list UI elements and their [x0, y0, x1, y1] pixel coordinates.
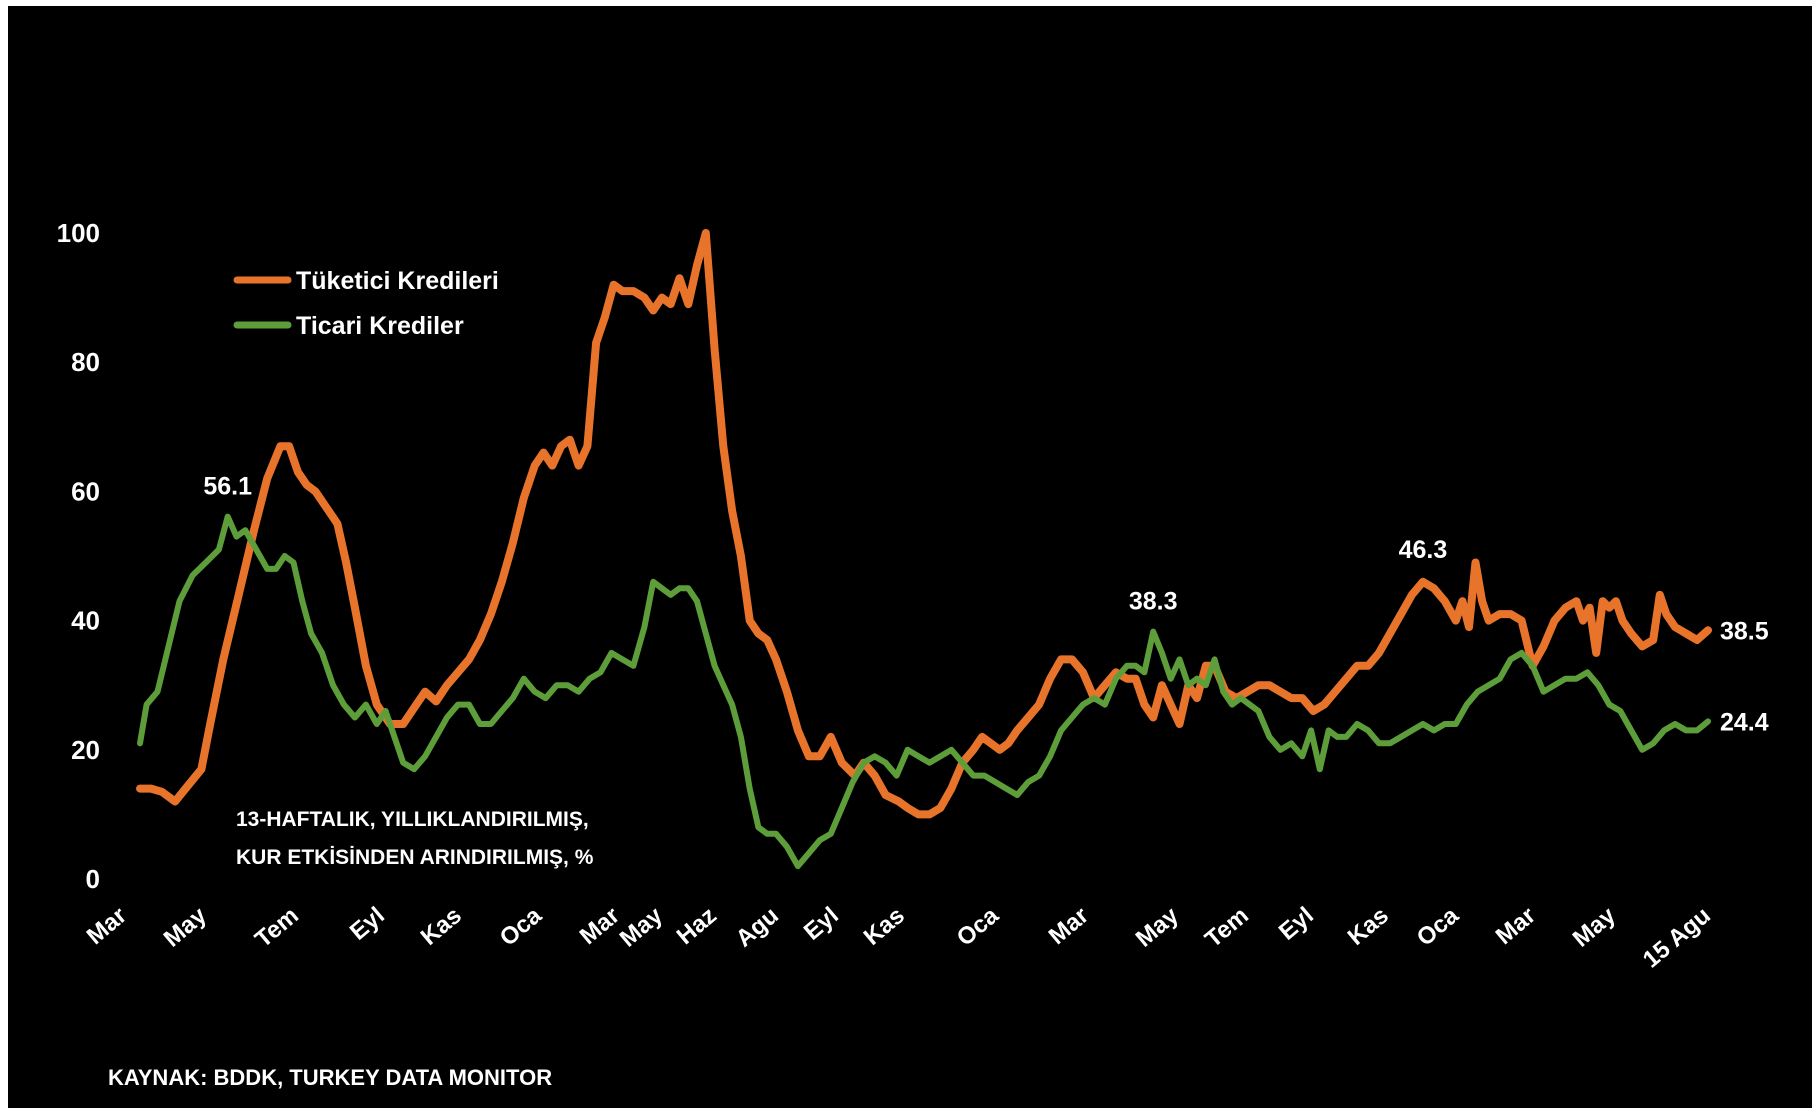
y-tick-label: 60: [71, 476, 100, 506]
x-tick-label: Eyl: [1274, 902, 1319, 946]
x-tick-label: May: [615, 901, 669, 952]
x-tick-label: May: [1131, 901, 1185, 952]
x-tick-label: Mar: [82, 902, 132, 950]
y-tick-label: 20: [71, 735, 100, 765]
x-tick-label: Mar: [1044, 902, 1094, 950]
source-note: KAYNAK: BDDK, TURKEY DATA MONITOR: [108, 1065, 552, 1090]
data-label: 46.3: [1399, 536, 1448, 564]
x-tick-label: Agu: [731, 902, 784, 953]
data-label: 24.4: [1720, 708, 1769, 736]
data-label: 38.3: [1129, 588, 1178, 616]
x-tick-label: Eyl: [345, 902, 390, 946]
data-label: 56.1: [203, 473, 252, 501]
x-tick-label: Eyl: [799, 902, 844, 946]
x-tick-label: 15 Agu: [1638, 902, 1716, 974]
x-tick-label: Mar: [575, 902, 625, 950]
legend-label-commercial: Ticari Krediler: [296, 312, 464, 340]
x-tick-label: Oca: [1412, 902, 1465, 952]
x-tick-label: Kas: [859, 902, 910, 951]
y-tick-label: 40: [71, 606, 100, 636]
chart-note-line-2: KUR ETKİSİNDEN ARINDIRILMIŞ, %: [236, 846, 594, 869]
data-label: 38.5: [1720, 617, 1769, 645]
series-line-commercial: [137, 513, 1711, 870]
chart-annotations: 56.1 38.3 46.3 38.5 24.4: [203, 473, 1768, 737]
x-tick-label: Kas: [1343, 902, 1394, 951]
legend-label-consumer: Tüketici Kredileri: [296, 267, 499, 295]
chart-lines: [136, 229, 1712, 870]
x-tick-label: Haz: [672, 902, 722, 950]
x-tick-label: Tem: [1200, 902, 1254, 953]
chart-background: [8, 6, 1812, 1108]
x-tick-label: Oca: [495, 902, 548, 952]
chart-note-line-1: 13-HAFTALIK, YILLIKLANDIRILMIŞ,: [236, 808, 589, 831]
x-tick-label: Oca: [952, 902, 1005, 952]
x-tick-label: May: [159, 901, 213, 952]
legend: Tüketici Kredileri Ticari Krediler: [233, 267, 499, 340]
x-tick-label: Tem: [250, 902, 304, 953]
y-tick-label: 0: [86, 864, 100, 894]
x-tick-label: Kas: [416, 902, 467, 951]
y-axis-ticks: 0 20 40 60 80 100: [57, 218, 100, 894]
y-tick-label: 80: [71, 347, 100, 377]
x-tick-label: Mar: [1491, 902, 1541, 950]
series-line-consumer: [136, 229, 1712, 819]
y-tick-label: 100: [57, 218, 100, 248]
x-tick-label: May: [1568, 901, 1622, 952]
